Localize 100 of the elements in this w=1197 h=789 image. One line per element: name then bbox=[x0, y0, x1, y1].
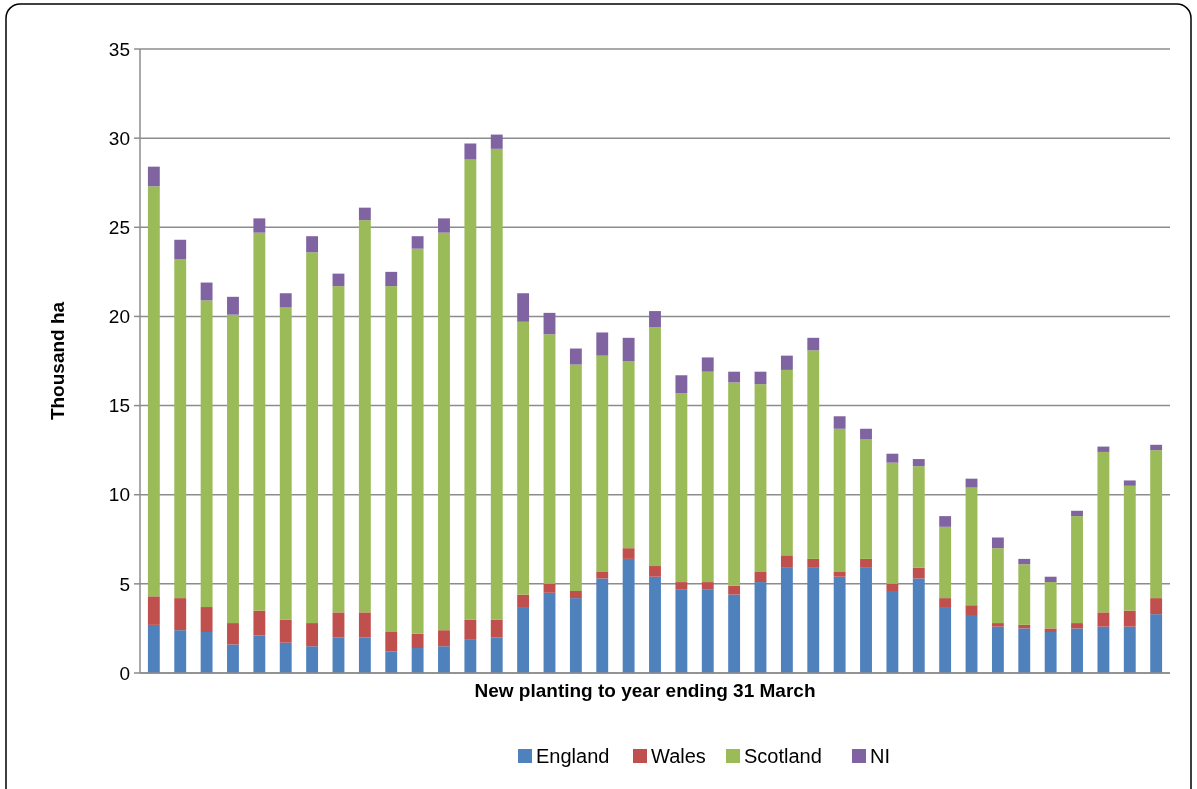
bar bbox=[490, 148, 503, 620]
bar bbox=[253, 218, 266, 233]
bar bbox=[965, 487, 978, 606]
bar bbox=[939, 607, 952, 673]
bar bbox=[780, 555, 793, 568]
bar bbox=[569, 348, 582, 365]
bar bbox=[807, 337, 820, 351]
bar bbox=[358, 220, 371, 613]
y-tick-label: 10 bbox=[108, 484, 130, 506]
bar bbox=[939, 526, 952, 599]
bar bbox=[596, 355, 609, 572]
legend-label: England bbox=[536, 745, 610, 767]
y-tick-label: 20 bbox=[108, 306, 130, 328]
bar bbox=[1123, 610, 1136, 627]
legend-label: NI bbox=[870, 745, 890, 767]
bar bbox=[147, 166, 160, 187]
bar bbox=[1071, 516, 1083, 624]
bar bbox=[543, 334, 556, 584]
bar bbox=[596, 578, 609, 673]
bar bbox=[411, 648, 424, 673]
bar bbox=[860, 439, 872, 559]
bar bbox=[200, 631, 213, 673]
bar bbox=[490, 134, 503, 149]
bar bbox=[1018, 558, 1031, 565]
bar bbox=[385, 271, 398, 287]
bar bbox=[649, 311, 661, 328]
bar bbox=[701, 582, 714, 590]
legend-label: Wales bbox=[651, 745, 706, 767]
bar bbox=[569, 590, 582, 599]
bar bbox=[833, 571, 846, 577]
bar bbox=[411, 633, 424, 649]
bar bbox=[358, 637, 371, 673]
bar bbox=[675, 582, 688, 590]
y-tick-label: 5 bbox=[119, 573, 130, 595]
bar bbox=[147, 624, 160, 673]
bar bbox=[279, 307, 292, 620]
bar bbox=[1150, 614, 1163, 673]
bar bbox=[649, 327, 661, 567]
bar bbox=[253, 232, 266, 611]
bar bbox=[227, 644, 239, 673]
bar bbox=[675, 589, 688, 673]
bar bbox=[438, 630, 450, 647]
bar bbox=[701, 371, 714, 583]
bar bbox=[385, 631, 398, 652]
bar bbox=[517, 293, 530, 322]
bar bbox=[1071, 510, 1083, 517]
bar bbox=[279, 619, 292, 643]
bar bbox=[833, 428, 846, 572]
bar bbox=[833, 416, 846, 429]
bar bbox=[490, 619, 503, 638]
bar bbox=[569, 598, 582, 673]
bar bbox=[701, 589, 714, 673]
bar bbox=[332, 612, 345, 638]
y-tick-label: 35 bbox=[108, 38, 130, 60]
bar bbox=[728, 585, 741, 595]
bar bbox=[965, 478, 978, 488]
bar bbox=[596, 332, 609, 356]
bar bbox=[543, 592, 556, 673]
bar bbox=[517, 607, 530, 673]
bar bbox=[649, 576, 661, 673]
y-tick-label: 30 bbox=[108, 127, 130, 149]
bar bbox=[991, 626, 1004, 673]
bar bbox=[543, 583, 556, 593]
bar bbox=[1097, 451, 1110, 613]
bar bbox=[754, 582, 767, 673]
bar bbox=[622, 558, 635, 673]
bar bbox=[1071, 628, 1083, 673]
bar bbox=[227, 314, 239, 624]
bar bbox=[517, 321, 530, 595]
bar bbox=[596, 571, 609, 579]
bar bbox=[675, 375, 688, 394]
bar bbox=[780, 567, 793, 673]
bar bbox=[332, 286, 345, 613]
bar bbox=[200, 300, 213, 608]
x-axis-title: New planting to year ending 31 March bbox=[474, 680, 816, 701]
bar bbox=[464, 619, 477, 640]
bar bbox=[438, 646, 450, 673]
bar bbox=[728, 594, 741, 673]
bar bbox=[1150, 450, 1163, 599]
bar bbox=[227, 296, 239, 315]
y-tick-label: 25 bbox=[108, 216, 130, 238]
bar bbox=[358, 612, 371, 638]
bar bbox=[253, 610, 266, 636]
bar bbox=[991, 548, 1004, 624]
bar bbox=[807, 567, 820, 673]
y-tick-label: 15 bbox=[108, 395, 130, 417]
bar bbox=[912, 466, 925, 568]
bar bbox=[1044, 628, 1057, 632]
bar bbox=[675, 393, 688, 583]
bar bbox=[227, 623, 239, 645]
y-tick-label: 0 bbox=[119, 662, 130, 684]
bar bbox=[411, 236, 424, 249]
bar bbox=[1018, 564, 1031, 625]
bar bbox=[807, 558, 820, 568]
bar bbox=[1150, 444, 1163, 451]
bar bbox=[200, 282, 213, 301]
bar bbox=[1123, 485, 1136, 611]
bar bbox=[622, 361, 635, 549]
bar bbox=[991, 623, 1004, 627]
bar bbox=[780, 355, 793, 370]
